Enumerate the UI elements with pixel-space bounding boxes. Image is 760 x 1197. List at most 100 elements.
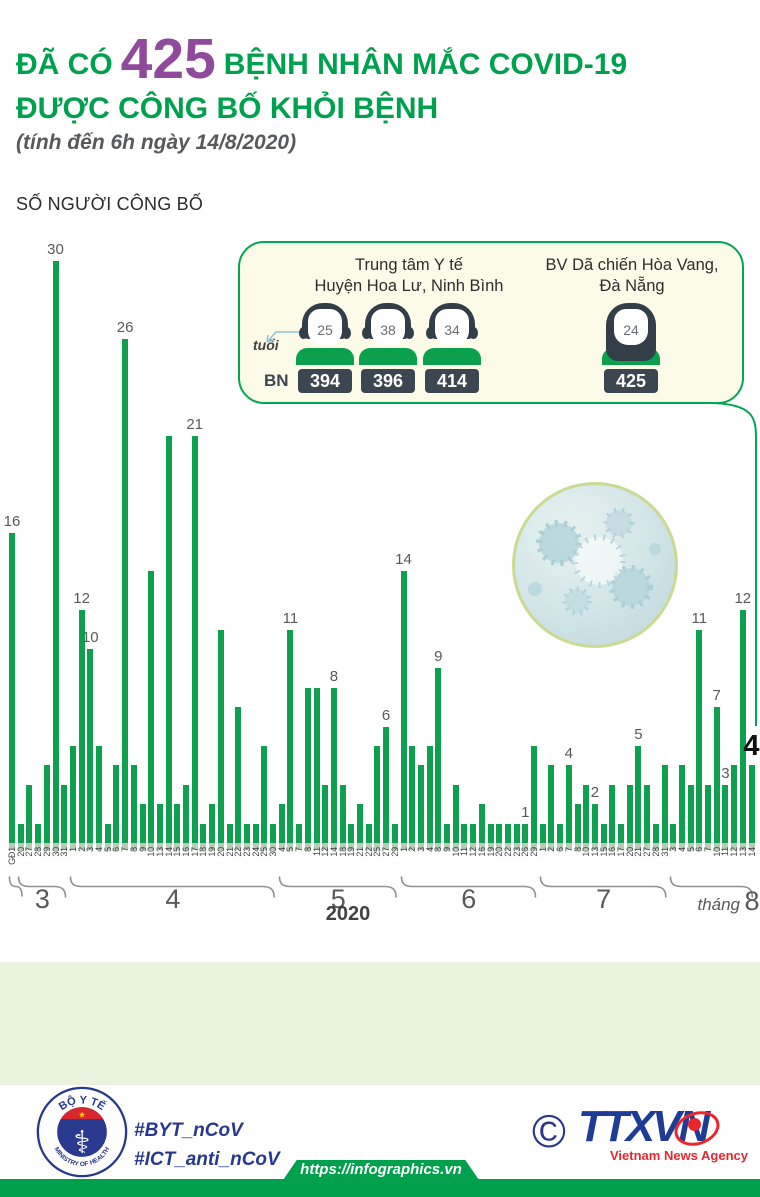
bar-8-11 — [722, 784, 729, 850]
bar-3-29 — [43, 765, 50, 850]
age-arrow-icon — [266, 331, 306, 343]
bar-value-label: 9 — [434, 648, 443, 666]
bar-8-6 — [696, 629, 703, 850]
patient-number-badge: 414 — [425, 369, 479, 393]
patient-age: 34 — [435, 309, 469, 345]
month-label-3: 3 — [34, 884, 50, 914]
bar-5-4 — [278, 804, 285, 850]
copyright-icon: © — [532, 1105, 566, 1157]
bar-5-12 — [322, 784, 329, 850]
bar-4-30 — [270, 823, 276, 850]
month-label-8: tháng 8 — [697, 886, 760, 916]
infographics-url-tab: https://infographics.vn — [283, 1160, 479, 1180]
bar-value-label: 7 — [712, 687, 721, 705]
bar-6-9 — [444, 823, 450, 850]
bar-6-16 — [478, 804, 485, 850]
bar-value-label: 30 — [47, 241, 64, 258]
patient-age: 24 — [614, 309, 648, 345]
bar-value-label: 26 — [116, 318, 134, 336]
bar-5-8 — [304, 687, 311, 850]
bar-7-8 — [574, 804, 581, 850]
bar-value-label: 12 — [734, 590, 752, 608]
bar-5-25 — [374, 746, 381, 850]
month-label-5: 5 — [330, 884, 346, 914]
bar-8-13 — [739, 610, 746, 850]
bar-6-10 — [452, 784, 459, 850]
patient-age: 25 — [308, 309, 342, 345]
bar-6-4 — [426, 746, 433, 850]
bar-6-23 — [513, 823, 520, 850]
bar-7-13 — [591, 804, 598, 850]
bar-8-7 — [705, 784, 711, 850]
shirt-icon — [423, 348, 481, 365]
bar-8-5 — [687, 784, 694, 850]
bar-8-12 — [731, 765, 738, 850]
bar-3-28 — [35, 823, 42, 850]
bar-value-label: 4 — [743, 730, 760, 763]
ttxvn-logo: TTXVN — [578, 1102, 748, 1152]
bar-4-14 — [165, 435, 172, 850]
coronavirus-illustration — [512, 482, 678, 648]
bar-7-6 — [557, 823, 564, 850]
bar-5-18 — [339, 784, 346, 850]
callout-right-header: BV Dã chiến Hòa Vang, Đà Nẵng — [545, 256, 719, 295]
bar-value-label: 10 — [81, 629, 99, 646]
bar-7-31 — [661, 765, 668, 850]
title-suffix: BỆNH NHÂN MẮC COVID-19 — [223, 48, 628, 81]
bar-GĐ1-GĐ1 — [9, 532, 15, 850]
bar-5-11 — [313, 687, 320, 850]
recovered-bar-chart: GĐ1 16 20 27 28 29 30 30 31 1 2 12 3 10 4 5 6 7 26 8 9 10 13 14… — [4, 241, 760, 916]
patient-age: 38 — [371, 309, 405, 345]
bar-5-19 — [348, 823, 355, 850]
bar-3-31 — [61, 784, 68, 850]
bar-5-21 — [357, 804, 363, 850]
month-label-7: 7 — [596, 884, 612, 914]
bar-5-22 — [365, 823, 372, 850]
hashtag-byt: #BYT_nCoV — [134, 1120, 243, 1141]
bar-value-label: 14 — [395, 551, 412, 569]
patient-number-badge: 394 — [298, 369, 352, 393]
bar-7-1 — [539, 823, 546, 850]
bar-3-30 — [52, 261, 59, 850]
bar-7-10 — [583, 784, 590, 850]
month-bracket — [400, 876, 536, 898]
ttxvn-subtitle: Vietnam News Agency — [610, 1148, 748, 1163]
bar-value-label: 12 — [73, 590, 90, 608]
bar-5-7 — [296, 823, 303, 850]
hashtag-ict: #ICT_anti_nCoV — [134, 1149, 280, 1170]
bar-6-26 — [522, 823, 529, 850]
bar-7-2 — [548, 765, 555, 850]
bar-8-4 — [678, 765, 685, 850]
patient-icon-bn425: 24 — [602, 303, 660, 365]
bar-4-13 — [156, 804, 163, 850]
bar-value-label: 21 — [186, 415, 204, 433]
bar-7-16 — [609, 784, 616, 850]
bar-value-label: 5 — [634, 726, 643, 743]
month-bracket — [8, 876, 23, 897]
bar-6-19 — [487, 823, 494, 850]
bn-label: BN — [264, 371, 289, 390]
bar-6-20 — [496, 823, 503, 850]
bar-4-18 — [200, 823, 207, 850]
bar-value-label: 1 — [521, 803, 530, 821]
bar-4-15 — [174, 804, 181, 850]
bar-value-label: 11 — [691, 609, 708, 627]
x-axis-year-label: 2020 — [325, 903, 371, 925]
bar-4-22 — [235, 707, 242, 850]
chart-axis-title: SỐ NGƯỜI CÔNG BỐ — [16, 194, 204, 214]
bar-4-17 — [191, 435, 198, 850]
bar-6-2 — [409, 746, 416, 850]
bar-4-9 — [139, 804, 146, 850]
month-bracket — [278, 876, 397, 898]
bar-8-3 — [670, 823, 677, 850]
month-bracket — [539, 876, 667, 898]
bar-4-19 — [209, 804, 216, 850]
bar-value-label: 11 — [282, 609, 299, 627]
bar-6-29 — [531, 746, 537, 850]
title-total-recovered: 425 — [120, 27, 216, 91]
bar-3-20 — [17, 823, 24, 850]
bar-5-29 — [391, 823, 398, 850]
bar-6-22 — [504, 823, 511, 850]
bar-7-15 — [600, 823, 607, 850]
